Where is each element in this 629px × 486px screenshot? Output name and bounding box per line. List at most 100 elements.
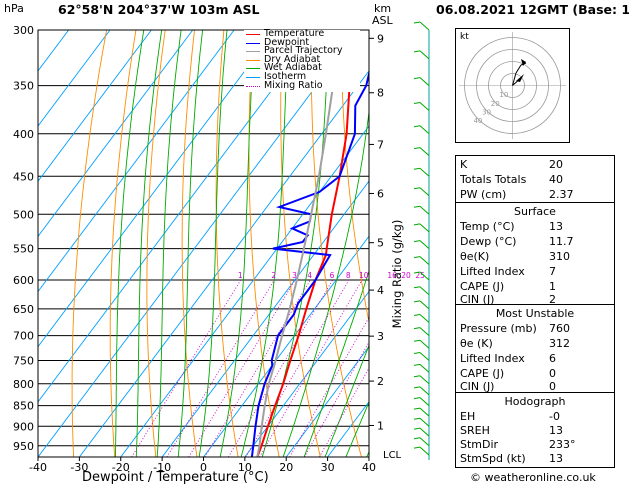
datetime-title: 06.08.2021 12GMT (Base: 12) — [436, 2, 629, 17]
km-tick-label: 5 — [377, 237, 384, 250]
wind-barb-icon — [413, 375, 430, 385]
index-value-pw: 2.37 — [549, 188, 574, 201]
dry-adiabat-line — [310, 30, 362, 457]
pressure-tick-label: 700 — [13, 330, 34, 343]
isotherm-line — [38, 30, 70, 72]
legend-label: Mixing Ratio — [264, 79, 323, 91]
isotherm-line — [203, 235, 369, 457]
x-axis-label: Dewpoint / Temperature (°C) — [82, 470, 269, 485]
mixing-ratio-label: 8 — [346, 271, 351, 280]
legend-label: Wet Adiabat — [264, 62, 322, 74]
surface-label-thetae: θe(K) — [460, 250, 490, 263]
profile-temperature — [256, 30, 356, 457]
temperature-tick-label: -20 — [112, 461, 130, 474]
dry-adiabat-line — [109, 30, 137, 457]
wind-barb-icon — [413, 327, 430, 337]
km-tick-label: 6 — [377, 187, 384, 200]
wind-barb-icon — [413, 363, 430, 373]
index-label-k: K — [460, 158, 468, 171]
surface-value-cape: 1 — [549, 280, 556, 293]
mixing-ratio-label: 4 — [307, 271, 312, 280]
hodo-value-sreh: 13 — [549, 424, 563, 437]
mixing-ratio-line — [289, 316, 369, 457]
wind-barb-icon — [413, 256, 430, 266]
profile-parcel-trajectory — [256, 30, 343, 457]
wind-barb-icon — [413, 437, 430, 447]
unstable-value-pressure: 760 — [549, 322, 570, 335]
km-tick-label: 9 — [377, 32, 384, 45]
pressure-tick-label: 950 — [13, 440, 34, 453]
km-tick-label: 8 — [377, 87, 384, 100]
index-label-pw: PW (cm) — [460, 188, 507, 201]
isotherm-line — [38, 30, 359, 457]
legend-label: Parcel Trajectory — [264, 45, 343, 57]
wind-barb-icon — [413, 101, 430, 111]
km-unit-label: km — [374, 2, 392, 15]
surface-value-li: 7 — [549, 265, 556, 278]
pressure-tick-label: 750 — [13, 355, 34, 368]
mixing-ratio-line — [228, 279, 333, 457]
wind-barb-icon — [413, 240, 430, 250]
pressure-tick-label: 450 — [13, 170, 34, 183]
unstable-value-li: 6 — [549, 352, 556, 365]
dry-adiabat-line — [146, 30, 166, 457]
wind-barb-icon — [413, 77, 430, 86]
wind-barb-icon — [413, 271, 430, 281]
index-value-k: 20 — [549, 158, 563, 171]
index-label-tt: Totals Totals — [460, 173, 527, 186]
legend-label: Isotherm — [264, 71, 307, 82]
dry-adiabat-line — [280, 30, 321, 457]
mixing-ratio-line — [166, 279, 275, 457]
mixing-ratio-label: 20 — [401, 271, 411, 280]
wet-adiabat-line — [177, 30, 204, 457]
isotherm-line — [79, 70, 369, 457]
km-tick-label: 4 — [377, 284, 384, 297]
mixing-ratio-label: 10 — [359, 271, 369, 280]
isotherm-line — [285, 345, 369, 457]
surface-title: Surface — [514, 205, 556, 218]
isotherm-line — [38, 30, 152, 182]
surface-label-li: Lifted Index — [460, 265, 525, 278]
plot-frame — [37, 29, 370, 458]
isotherm-line — [244, 290, 369, 457]
legend-label: Temperature — [264, 28, 325, 39]
legend-swatch — [246, 34, 260, 35]
legend-label: Dry Adiabat — [264, 53, 321, 65]
km-tick-label: 2 — [377, 375, 384, 388]
hodograph-end-marker — [521, 59, 526, 66]
wind-barb-icon — [413, 167, 430, 177]
temperature-tick-label: 40 — [362, 461, 376, 474]
dry-adiabat-line — [181, 30, 198, 457]
legend-swatch — [246, 77, 260, 78]
wind-barb-icon — [413, 187, 430, 197]
surface-label-cape: CAPE (J) — [460, 280, 505, 293]
profile-dewpoint — [250, 69, 369, 457]
wind-barb-icon — [413, 21, 430, 31]
mixing-ratio-label: 6 — [330, 271, 335, 280]
mixing-ratio-line — [304, 341, 369, 457]
mixing-ratio-label: 2 — [271, 271, 276, 280]
surface-value-dewp: 11.7 — [549, 235, 574, 248]
km-tick-label: 1 — [377, 419, 384, 432]
surface-value-thetae: 310 — [549, 250, 570, 263]
isotherm-line — [38, 30, 194, 238]
legend-swatch — [246, 51, 260, 53]
unstable-label-thetae: θe (K) — [460, 337, 493, 350]
most-unstable-panel: Most Unstable Pressure (mb) 760 θe (K) 3… — [455, 304, 615, 393]
wet-adiabat-line — [198, 30, 228, 457]
wind-barb-icon — [413, 286, 430, 296]
surface-panel: Surface Temp (°C) 13 Dewp (°C) 11.7 θe(K… — [455, 202, 615, 306]
legend-item: Mixing Ratio — [244, 79, 360, 91]
copyright-link[interactable]: © weatheronline.co.uk — [470, 471, 596, 484]
hodo-value-eh: -0 — [549, 410, 560, 423]
wind-barb-icon — [413, 205, 430, 215]
wind-barb-icon — [413, 397, 430, 407]
unstable-value-cin: 0 — [549, 380, 556, 393]
wind-barb-icon — [413, 352, 430, 361]
wet-adiabat-line — [114, 30, 145, 457]
wind-barb-icon — [413, 417, 430, 427]
asl-unit-label: ASL — [372, 14, 393, 27]
dry-adiabat-line — [248, 30, 280, 457]
isotherm-line — [38, 30, 276, 348]
pressure-tick-label: 850 — [13, 400, 34, 413]
